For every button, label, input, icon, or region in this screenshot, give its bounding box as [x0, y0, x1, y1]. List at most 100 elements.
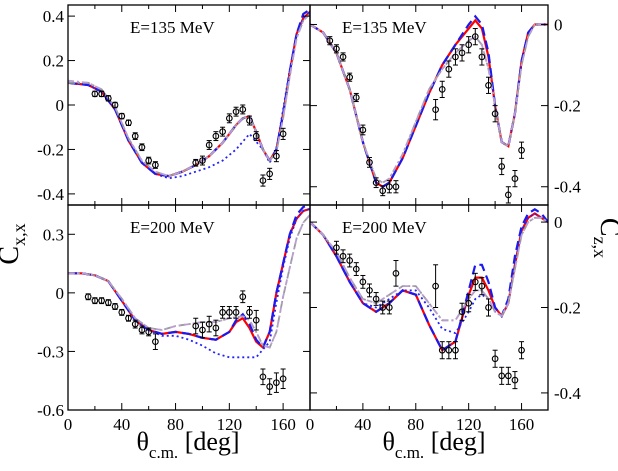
top-right-series-purple-dash-dot [310, 23, 548, 184]
data-point [104, 299, 112, 306]
data-point [485, 81, 492, 89]
data-point [246, 117, 253, 124]
data-point [219, 309, 226, 316]
panel-bottom-left: 0 40 80 120 160 -0.6 -0.3 0 0.3 E=200 MeV [37, 204, 311, 434]
x-tick-label: 0 [64, 415, 73, 434]
left-ylabel-sub: x,x [9, 223, 29, 246]
bottom-left-title: E=200 MeV [130, 218, 215, 237]
top-left-title: E=135 MeV [130, 18, 215, 37]
right-ylabel-main: C [594, 218, 618, 237]
data-point [125, 119, 132, 127]
y-tick-label: 0 [56, 284, 65, 303]
x-tick-label: 80 [407, 415, 424, 434]
data-point [212, 132, 220, 140]
data-point [131, 132, 139, 140]
data-point [379, 304, 387, 311]
data-point [478, 282, 486, 290]
data-point [518, 346, 525, 354]
data-point [98, 297, 105, 305]
data-point [199, 326, 206, 334]
data-point [511, 376, 519, 384]
data-point [279, 375, 287, 383]
data-point [339, 53, 347, 61]
data-point [152, 161, 159, 169]
top-right-series-grey-dash-dot [310, 23, 548, 184]
top-right-series-red-solid [310, 18, 548, 188]
y-tick-label: 0 [554, 213, 563, 232]
panel-top-right: -0.4 -0.2 0 E=135 MeV [309, 4, 581, 206]
data-point [138, 143, 146, 151]
top-right-series-blue-dashed [310, 14, 548, 188]
y-tick-label: 0.2 [43, 52, 64, 71]
data-point [104, 94, 112, 102]
panel-top-left: -0.4 -0.2 0 0.2 0.4 E=135 MeV [37, 4, 311, 206]
y-tick-label: 0.3 [43, 225, 64, 244]
top-left-series-blue-dotted [68, 11, 310, 180]
x-tick-label: 160 [509, 415, 535, 434]
right-xlabel-main: θ [382, 427, 394, 456]
data-point [84, 293, 92, 301]
data-point [111, 101, 119, 109]
data-point [438, 346, 446, 354]
top-left-series-purple-dash-dot [68, 13, 310, 178]
bottom-left-curves [68, 205, 310, 359]
data-point [366, 287, 373, 294]
data-point [471, 278, 479, 286]
bottom-right-title: E=200 MeV [342, 218, 427, 237]
data-point [111, 303, 119, 310]
data-point [252, 132, 260, 140]
right-xlabel: θc.m. [deg] [382, 427, 485, 462]
bottom-left-series-blue-dotted [68, 208, 310, 359]
data-point [465, 41, 473, 49]
data-point [452, 53, 459, 61]
data-point [452, 346, 459, 354]
data-point [118, 112, 126, 120]
data-point [392, 269, 400, 277]
top-right-curves [310, 14, 548, 188]
data-point [458, 308, 466, 316]
y-tick-label: 0 [56, 96, 65, 115]
x-tick-label: 40 [354, 415, 371, 434]
data-point [279, 130, 287, 138]
data-point [192, 159, 200, 167]
x-tick-label: 40 [113, 415, 130, 434]
data-point [438, 86, 446, 93]
y-tick-label: -0.4 [37, 185, 64, 204]
data-point [458, 49, 466, 57]
top-left-data-points [91, 90, 287, 187]
data-point [352, 265, 360, 273]
data-point [372, 295, 380, 303]
data-point [205, 141, 213, 149]
right-xlabel-sub: c.m. [395, 443, 424, 462]
data-point [225, 114, 233, 122]
data-point [372, 179, 380, 187]
data-point [432, 282, 439, 290]
data-point [91, 90, 99, 98]
right-xlabel-unit: [deg] [424, 427, 485, 456]
data-point [498, 372, 506, 380]
bottom-left-data-points [84, 290, 287, 395]
data-point [359, 126, 367, 134]
y-tick-label: -0.3 [37, 342, 64, 361]
data-point [385, 183, 393, 191]
y-tick-label: -0.6 [37, 401, 64, 420]
data-point [445, 65, 453, 73]
y-tick-label: -0.2 [554, 299, 581, 318]
bottom-right-data-points [333, 240, 525, 390]
data-point [333, 45, 340, 53]
top-right-title: E=135 MeV [342, 18, 427, 37]
data-point [339, 252, 347, 260]
data-point [485, 304, 492, 311]
data-point [266, 383, 274, 390]
data-point [225, 309, 233, 316]
top-right-data-points [326, 28, 525, 204]
left-xlabel-sub: c.m. [149, 443, 178, 462]
data-point [145, 328, 153, 336]
data-point [232, 309, 240, 316]
x-tick-label: 120 [217, 415, 243, 434]
data-point [205, 320, 213, 328]
data-point [333, 244, 340, 252]
data-point [219, 128, 226, 136]
data-point [379, 187, 387, 195]
data-point [491, 110, 499, 118]
